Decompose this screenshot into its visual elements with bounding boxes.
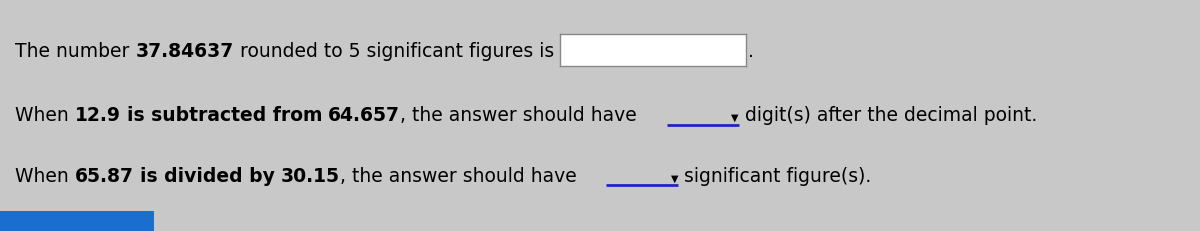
Text: significant figure(s).: significant figure(s). [684,166,871,185]
Text: 30.15: 30.15 [281,166,340,185]
Text: ▼: ▼ [731,112,739,122]
Text: .: . [748,41,754,60]
Text: digit(s) after the decimal point.: digit(s) after the decimal point. [745,106,1037,125]
Text: , the answer should have: , the answer should have [340,166,576,185]
Text: When: When [14,106,74,125]
Text: 12.9: 12.9 [74,106,121,125]
Text: The number: The number [14,41,136,60]
Text: When: When [14,166,74,185]
Text: 64.657: 64.657 [329,106,401,125]
Text: is divided by: is divided by [139,166,275,185]
Text: is subtracted from: is subtracted from [127,106,323,125]
Text: rounded to 5 significant figures is: rounded to 5 significant figures is [234,41,554,60]
Text: , the answer should have: , the answer should have [401,106,637,125]
Text: ▼: ▼ [671,173,678,182]
Text: 37.84637: 37.84637 [136,41,234,60]
Text: 65.87: 65.87 [74,166,133,185]
